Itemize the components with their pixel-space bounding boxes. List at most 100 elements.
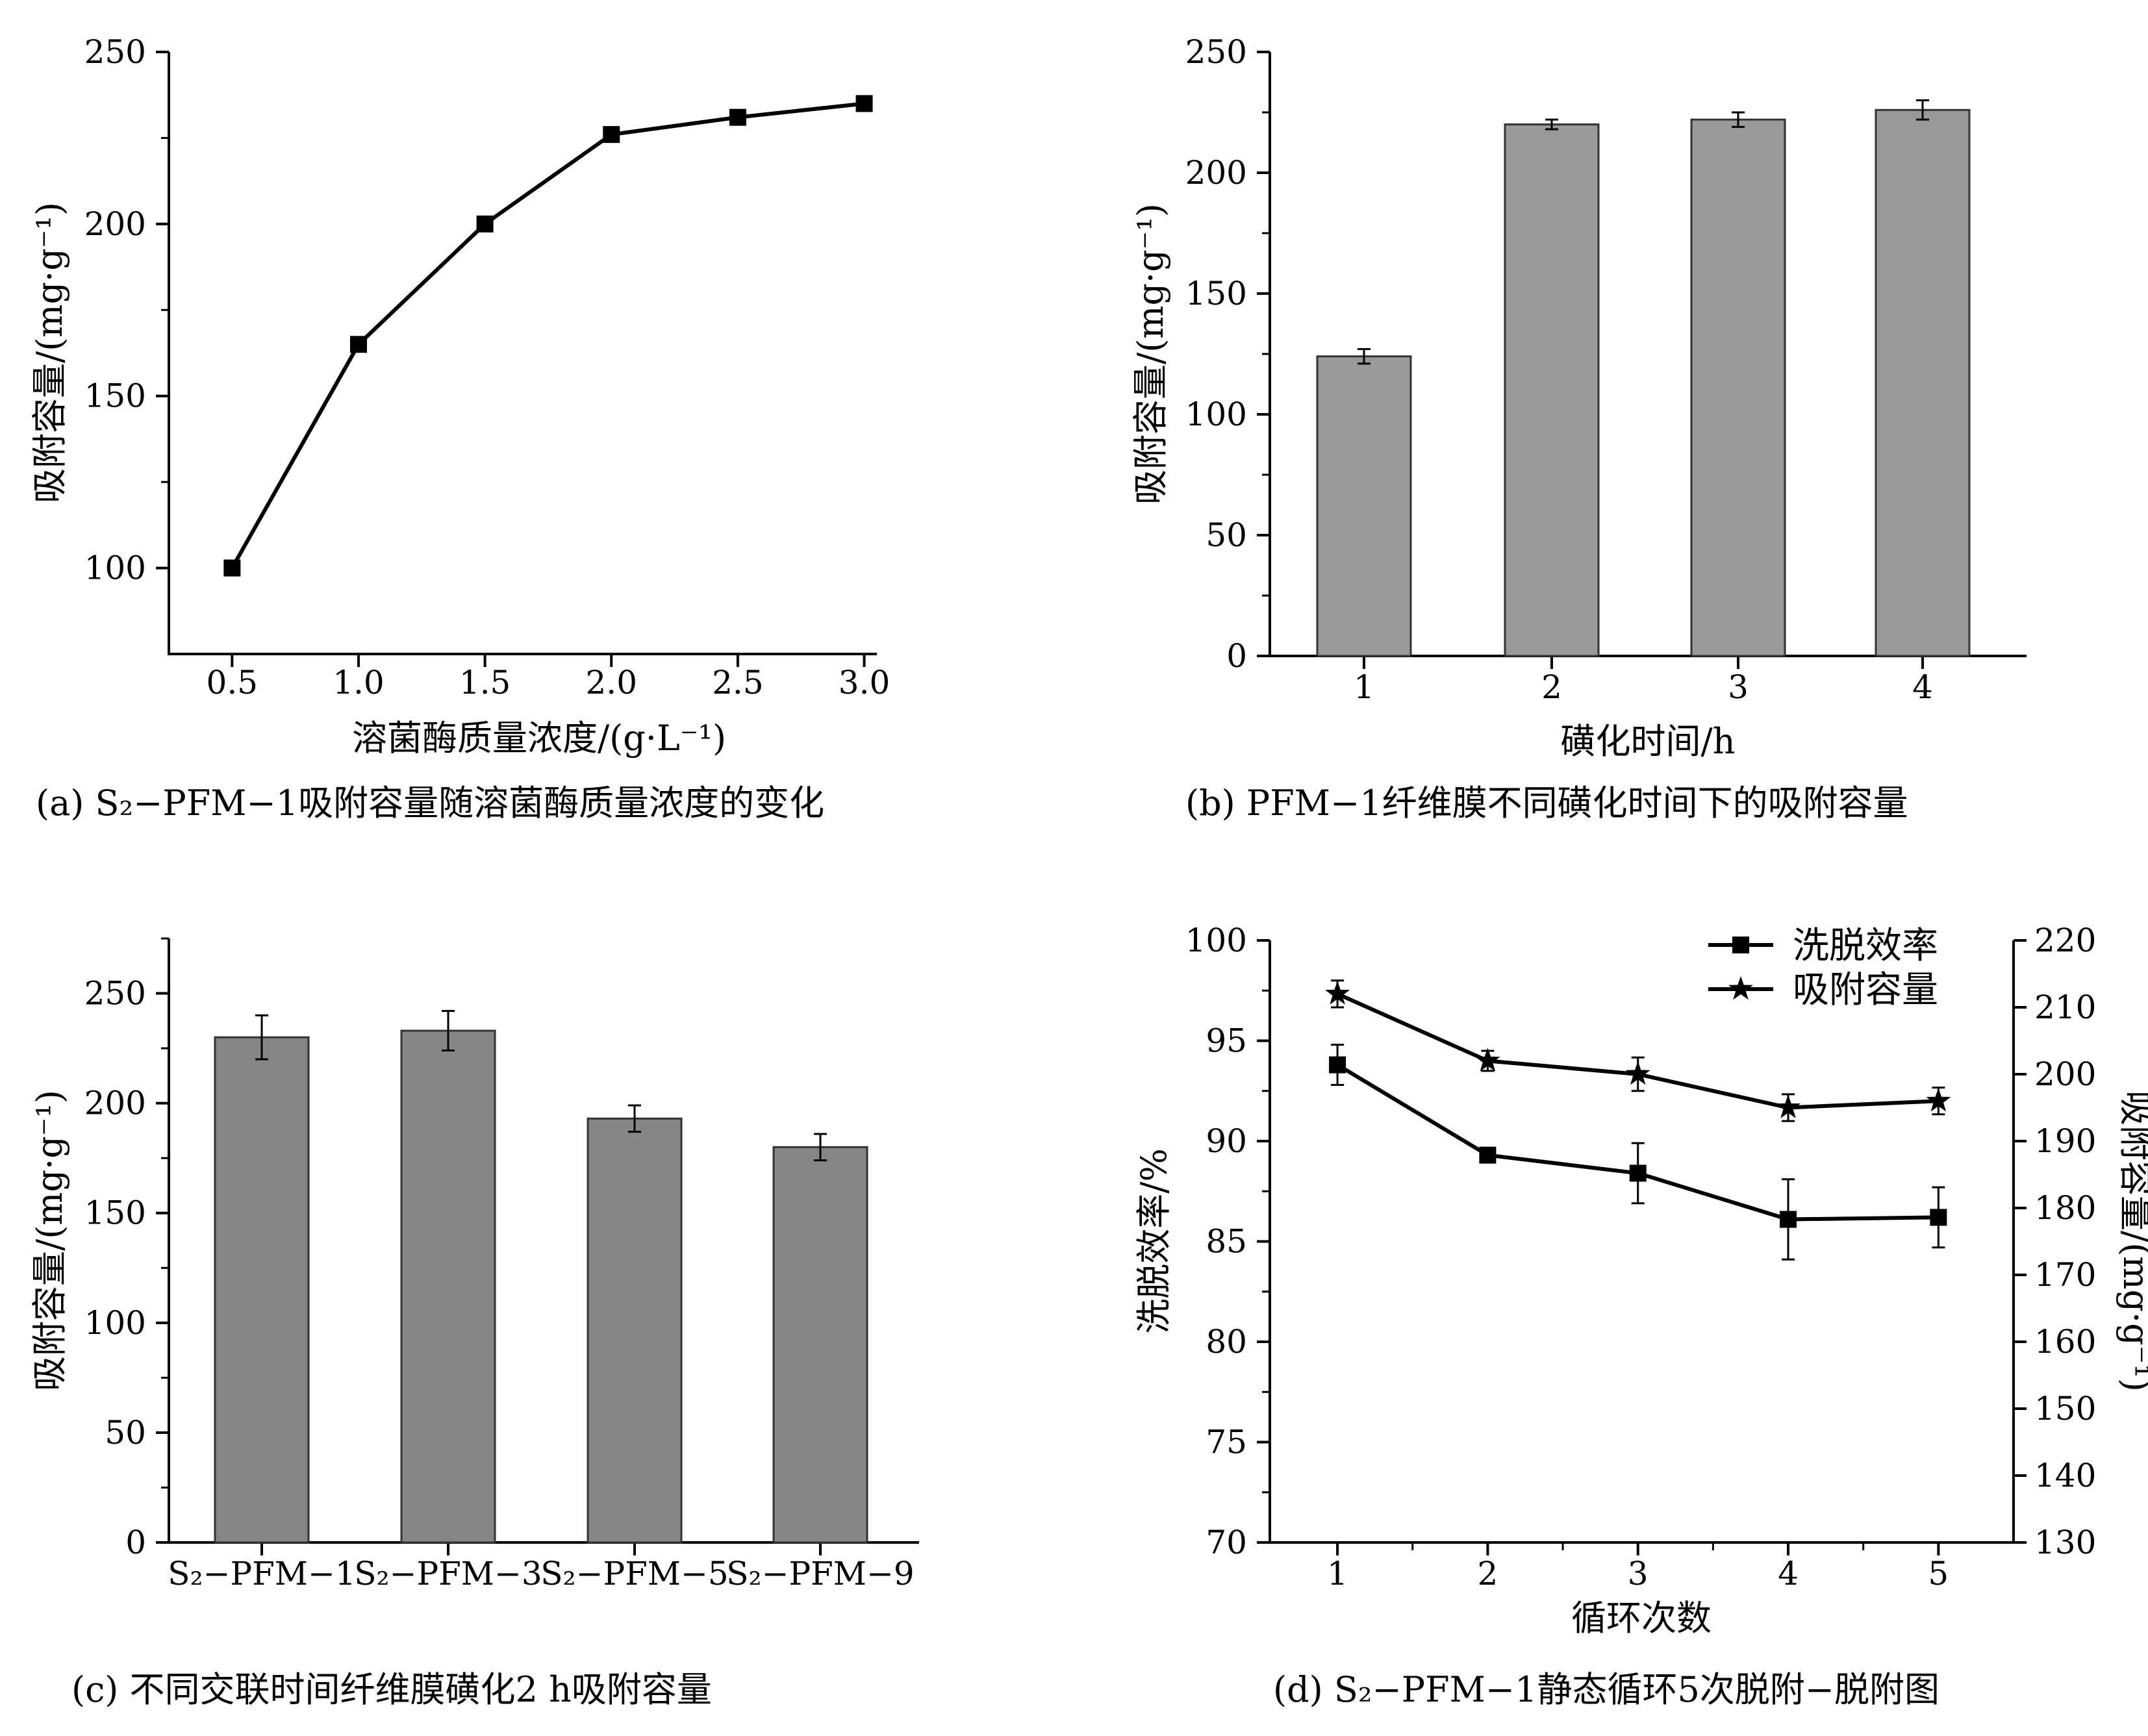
panel-d-caption: (d) S₂−PFM−1静态循环5次脱附−脱附图 (1273, 1669, 1940, 1710)
a-point-0 (223, 559, 241, 577)
d-adsorption-point-3 (1776, 1094, 1801, 1118)
panel-b-ticks: 0 50 100 150 200 250 1 2 3 4 (1185, 33, 1933, 706)
panel-d-y-title-right: 吸附容量/(mg·g⁻¹) (2116, 1090, 2148, 1392)
b-xtick-label-2: 3 (1728, 668, 1749, 706)
panel-a-x-title: 溶菌酶质量浓度/(g·L⁻¹) (352, 718, 726, 759)
b-xtick-label-3: 4 (1912, 668, 1933, 706)
c-bar-3 (772, 1146, 868, 1544)
panel-a-line-chart: 100 150 200 250 0.5 1.0 1.5 2.0 2.5 3.0 吸附容量/(mg·… (29, 33, 890, 824)
panel-a-axes (168, 52, 877, 655)
d-xtick-label-0: 1 (1327, 1555, 1348, 1592)
panel-b-caption: (b) PFM−1纤维膜不同磺化时间下的吸附容量 (1185, 783, 1908, 824)
c-xtick-label-3: S₂−PFM−9 (726, 1555, 914, 1592)
d-xtick-label-2: 3 (1628, 1555, 1649, 1592)
c-xtick-label-2: S₂−PFM−5 (540, 1555, 728, 1592)
d-xtick-label-1: 2 (1477, 1555, 1498, 1592)
d-ytick-left-label-2: 80 (1206, 1323, 1247, 1361)
a-xtick-label-4: 2.5 (712, 664, 764, 701)
c-xtick-label-1: S₂−PFM−3 (354, 1555, 542, 1592)
a-xtick-label-2: 1.5 (459, 664, 511, 701)
d-adsorption-point-2 (1625, 1061, 1650, 1085)
a-ytick-label-0: 100 (84, 549, 146, 587)
c-ytick-label-3: 150 (84, 1194, 146, 1232)
a-ytick-label-1: 150 (84, 377, 146, 415)
legend-marker-star (1728, 976, 1753, 1000)
d-ytick-right-label-2: 150 (2034, 1390, 2096, 1428)
d-elution-point-0 (1329, 1056, 1346, 1074)
c-xtick-label-0: S₂−PFM−1 (168, 1555, 355, 1592)
c-ytick-label-2: 100 (84, 1304, 146, 1342)
d-ytick-right-label-0: 130 (2034, 1524, 2096, 1561)
b-bar-3 (1875, 108, 1971, 657)
d-ytick-right-label-7: 200 (2034, 1055, 2096, 1093)
d-ytick-left-label-1: 75 (1206, 1424, 1247, 1461)
b-xtick-label-1: 2 (1541, 668, 1562, 706)
panel-c-y-title: 吸附容量/(mg·g⁻¹) (29, 1090, 70, 1391)
d-ytick-right-label-1: 140 (2034, 1457, 2096, 1494)
panel-d-legend: 洗脱效率 吸附容量 (1708, 925, 1938, 1011)
d-elution-point-2 (1629, 1164, 1647, 1182)
d-ytick-right-label-3: 160 (2034, 1323, 2096, 1361)
b-bar-0 (1316, 355, 1412, 657)
panel-d-x-title: 循环次数 (1571, 1598, 1712, 1639)
legend-marker-square (1732, 937, 1749, 953)
b-bar-2 (1690, 118, 1786, 657)
d-ytick-right-label-6: 190 (2034, 1122, 2096, 1160)
panel-c-ticks: 0 50 100 150 200 250 S₂−PFM−1S₂−PFM−3S₂−PFM−5S… (84, 937, 915, 1592)
a-ytick-label-2: 200 (84, 205, 146, 243)
d-ytick-right-label-4: 170 (2034, 1256, 2096, 1294)
b-ytick-label-3: 150 (1185, 275, 1247, 312)
a-xtick-label-1: 1.0 (333, 664, 385, 701)
d-adsorption-point-0 (1325, 981, 1350, 1005)
panel-b-bars (1316, 99, 1971, 657)
d-ytick-right-label-8: 210 (2034, 988, 2096, 1026)
panel-b-x-title: 磺化时间/h (1561, 721, 1736, 762)
panel-c-bars (214, 1010, 868, 1544)
b-xtick-label-0: 1 (1354, 668, 1374, 706)
a-point-5 (855, 95, 873, 112)
c-ytick-label-1: 50 (105, 1414, 146, 1452)
panel-d-markers (1325, 979, 1951, 1261)
a-xtick-label-0: 0.5 (207, 664, 259, 701)
panel-d-dual-axis-chart: 70 75 80 85 90 95 100 130 140 150 160 170 180 190 200 2… (1133, 922, 2148, 1710)
legend-label-elution: 洗脱效率 (1793, 925, 1938, 967)
legend-label-adsorption: 吸附容量 (1793, 969, 1938, 1011)
a-point-3 (603, 126, 620, 144)
c-bar-1 (400, 1029, 496, 1544)
a-point-4 (729, 108, 746, 126)
d-ytick-left-label-4: 90 (1206, 1122, 1247, 1160)
panel-b-y-title: 吸附容量/(mg·g⁻¹) (1130, 203, 1171, 505)
panel-d-ticks: 70 75 80 85 90 95 100 130 140 150 160 170 180 190 200 2… (1185, 922, 2097, 1592)
d-elution-point-1 (1479, 1146, 1497, 1164)
b-ytick-label-0: 0 (1226, 637, 1247, 675)
d-ytick-left-label-3: 85 (1206, 1223, 1247, 1261)
d-elution-point-3 (1780, 1211, 1797, 1228)
a-ytick-label-3: 250 (84, 33, 146, 71)
a-xtick-label-5: 3.0 (839, 664, 891, 701)
d-ytick-left-label-5: 95 (1206, 1022, 1247, 1060)
panel-d-axes (1269, 940, 2015, 1544)
b-ytick-label-2: 100 (1185, 396, 1247, 433)
d-xtick-label-4: 5 (1928, 1555, 1949, 1592)
b-bar-1 (1504, 123, 1600, 657)
d-ytick-left-label-6: 100 (1185, 922, 1247, 959)
b-ytick-label-5: 250 (1185, 33, 1247, 71)
panel-d-y-title-left: 洗脱效率/% (1133, 1148, 1174, 1334)
d-xtick-label-3: 4 (1778, 1555, 1799, 1592)
b-ytick-label-4: 200 (1185, 154, 1247, 192)
panel-a-series-line (230, 101, 865, 570)
a-xtick-label-3: 2.0 (585, 664, 637, 701)
c-bar-0 (214, 1036, 310, 1544)
a-point-2 (476, 215, 494, 233)
c-bar-2 (587, 1117, 683, 1544)
panel-a-markers (223, 95, 873, 577)
d-adsorption-point-4 (1926, 1088, 1951, 1112)
a-point-1 (349, 336, 367, 353)
panel-a-caption: (a) S₂−PFM−1吸附容量随溶菌酶质量浓度的变化 (36, 783, 824, 824)
d-adsorption-point-1 (1475, 1048, 1500, 1072)
panel-a-y-title: 吸附容量/(mg·g⁻¹) (29, 202, 70, 503)
c-ytick-label-4: 200 (84, 1085, 146, 1122)
c-ytick-label-0: 0 (125, 1524, 146, 1561)
panel-a-ticks: 100 150 200 250 0.5 1.0 1.5 2.0 2.5 3.0 (84, 33, 891, 701)
